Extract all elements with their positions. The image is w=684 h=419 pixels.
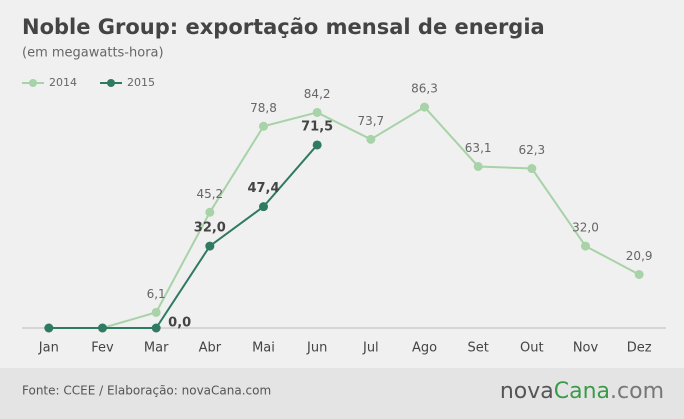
x-tick-label: Set: [467, 341, 488, 356]
legend-marker: [107, 79, 115, 87]
logo: novaCana.com: [500, 379, 664, 404]
data-label: 73,7: [357, 114, 384, 128]
chart-title: Noble Group: exportação mensal de energi…: [22, 15, 545, 39]
data-point: [259, 202, 268, 212]
footer: [0, 368, 684, 419]
data-label: 62,3: [518, 143, 545, 157]
x-tick-label: Mai: [252, 341, 275, 356]
data-point: [420, 102, 429, 112]
data-label: 32,0: [572, 221, 599, 235]
data-point: [634, 269, 644, 279]
data-label: 0,0: [168, 316, 191, 331]
data-label: 6,1: [147, 287, 166, 301]
x-tick-label: Jun: [306, 341, 327, 356]
x-tick-label: Ago: [412, 341, 437, 356]
data-point: [151, 307, 161, 317]
source: Fonte: CCEE / Elaboração: novaCana.com: [22, 384, 271, 398]
data-point: [581, 241, 590, 251]
logo-part: .com: [610, 379, 664, 404]
x-tick-label: Dez: [627, 341, 652, 356]
x-tick-label: Nov: [573, 341, 599, 356]
data-label: 86,3: [411, 82, 438, 96]
x-tick-label: Abr: [199, 341, 222, 356]
data-label: 84,2: [304, 87, 331, 101]
data-label: 20,9: [626, 249, 653, 263]
data-point: [473, 161, 483, 171]
logo-part: nova: [500, 379, 554, 404]
legend-marker: [29, 79, 37, 87]
data-point: [366, 134, 376, 144]
data-point: [527, 164, 537, 174]
chart-subtitle: (em megawatts-hora): [22, 46, 164, 61]
x-tick-label: Jul: [362, 341, 379, 356]
data-point: [44, 323, 54, 333]
data-label: 63,1: [465, 141, 492, 155]
data-point: [205, 241, 215, 251]
series-line: [48, 105, 640, 329]
data-point: [98, 323, 107, 333]
data-label: 45,2: [196, 187, 223, 201]
data-label: 32,0: [194, 221, 226, 236]
x-tick-label: Jan: [38, 341, 59, 356]
data-point: [312, 140, 322, 150]
x-tick-label: Fev: [91, 341, 114, 356]
x-tick-label: Mar: [144, 341, 169, 356]
data-point: [151, 323, 161, 333]
data-label: 78,8: [250, 101, 277, 115]
data-label: 47,4: [247, 181, 279, 196]
data-label: 71,5: [301, 119, 333, 134]
series-line: [48, 144, 318, 329]
logo-part: Cana: [554, 379, 610, 404]
legend-label: 2015: [127, 76, 155, 89]
data-point: [312, 107, 322, 117]
data-point: [205, 207, 215, 217]
data-point: [259, 121, 268, 131]
x-tick-label: Out: [520, 341, 544, 356]
legend-label: 2014: [49, 76, 77, 89]
